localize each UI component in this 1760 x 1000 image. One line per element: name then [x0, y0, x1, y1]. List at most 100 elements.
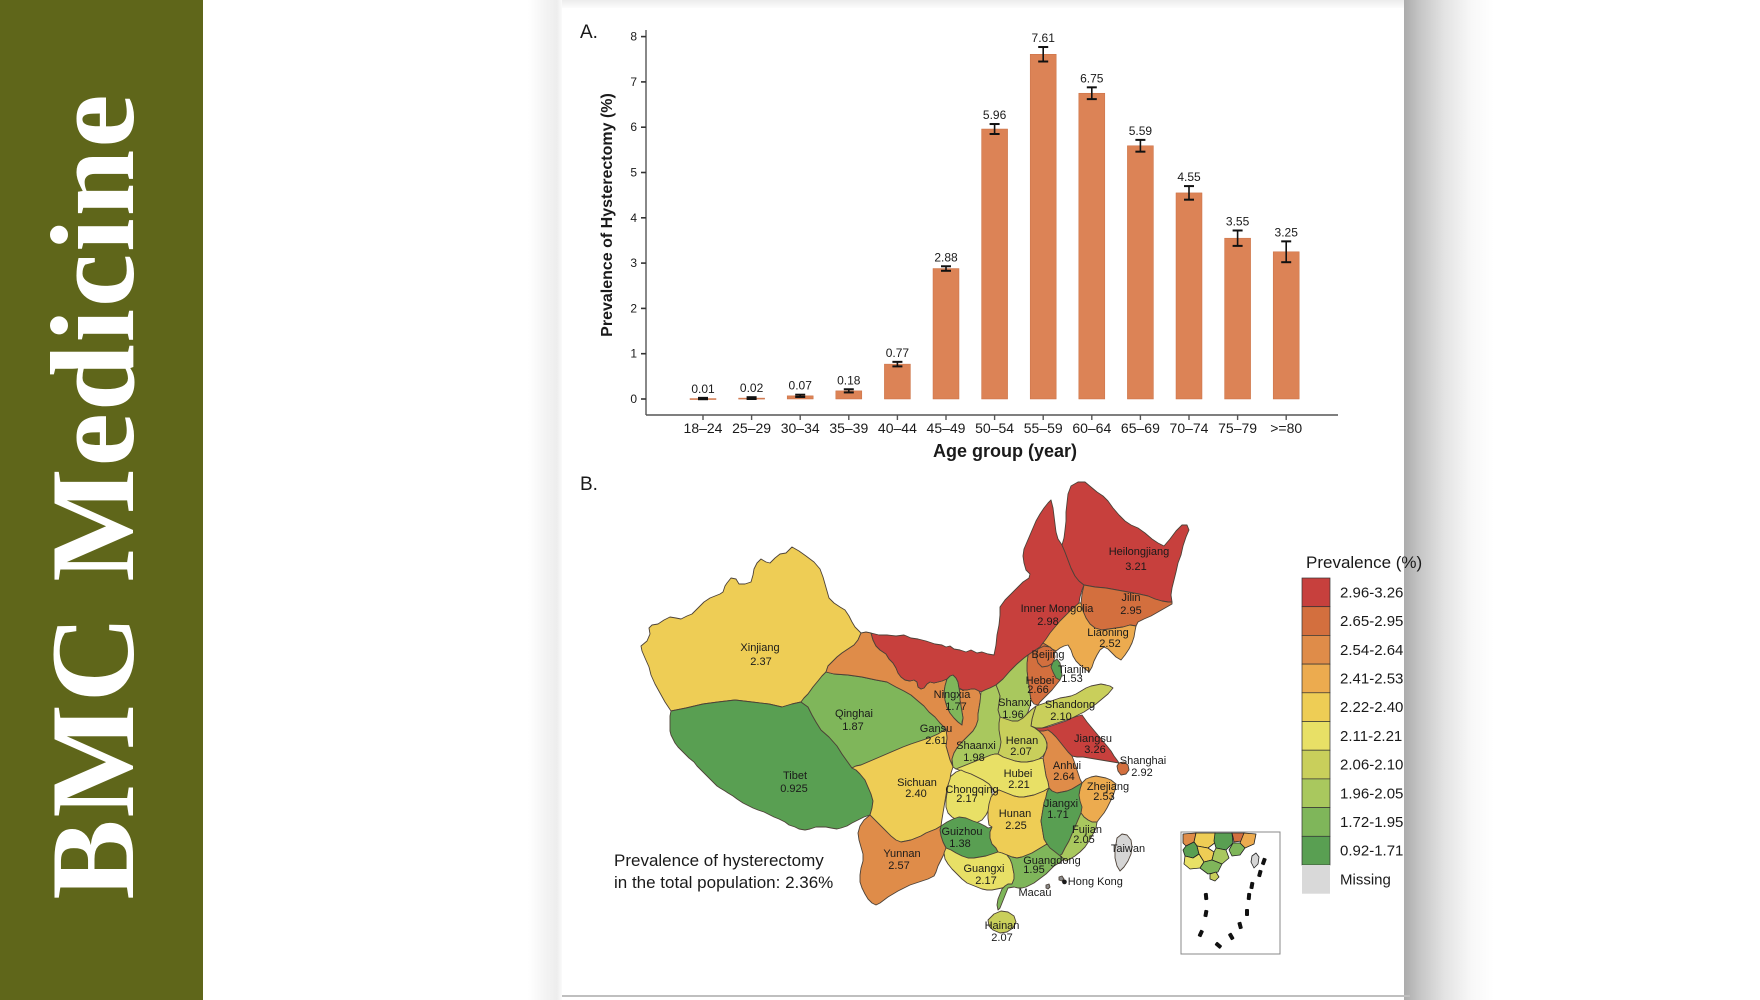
svg-text:1.38: 1.38 — [949, 838, 970, 850]
svg-text:Henan: Henan — [1006, 735, 1038, 747]
svg-text:3: 3 — [630, 256, 637, 270]
svg-text:2.10: 2.10 — [1050, 711, 1071, 723]
svg-text:Guangxi: Guangxi — [964, 863, 1005, 875]
svg-text:2.61: 2.61 — [925, 735, 946, 747]
svg-text:65–69: 65–69 — [1121, 420, 1160, 436]
svg-text:4: 4 — [630, 211, 637, 225]
svg-text:30–34: 30–34 — [781, 420, 820, 436]
svg-text:Tibet: Tibet — [783, 770, 807, 782]
svg-text:●Hong Kong: ●Hong Kong — [1061, 876, 1123, 888]
svg-text:2.07: 2.07 — [1010, 746, 1031, 758]
svg-text:0.07: 0.07 — [789, 379, 813, 393]
svg-text:5: 5 — [630, 166, 637, 180]
svg-text:Yunnan: Yunnan — [883, 848, 920, 860]
svg-text:Gansu: Gansu — [920, 723, 952, 735]
svg-text:1.96: 1.96 — [1002, 709, 1023, 721]
svg-text:2.41-2.53: 2.41-2.53 — [1340, 670, 1403, 687]
svg-text:3.25: 3.25 — [1275, 225, 1299, 239]
svg-text:1: 1 — [630, 347, 637, 361]
svg-text:Xinjiang: Xinjiang — [740, 642, 779, 654]
svg-text:2.11-2.21: 2.11-2.21 — [1340, 728, 1402, 745]
svg-text:7: 7 — [630, 75, 637, 89]
svg-text:5.59: 5.59 — [1129, 124, 1153, 138]
svg-text:3.55: 3.55 — [1226, 214, 1250, 228]
svg-text:2.95: 2.95 — [1120, 605, 1141, 617]
svg-text:0.01: 0.01 — [691, 382, 715, 396]
svg-text:0.92-1.71: 0.92-1.71 — [1340, 843, 1403, 860]
svg-text:1.95: 1.95 — [1023, 864, 1044, 876]
svg-text:70–74: 70–74 — [1170, 420, 1209, 436]
svg-text:2.22-2.40: 2.22-2.40 — [1340, 699, 1403, 716]
svg-text:0.02: 0.02 — [740, 381, 764, 395]
svg-text:45–49: 45–49 — [927, 420, 966, 436]
svg-text:Liaoning: Liaoning — [1087, 627, 1129, 639]
svg-text:2.06-2.10: 2.06-2.10 — [1340, 757, 1403, 774]
svg-text:Shaanxi: Shaanxi — [956, 740, 996, 752]
svg-text:2.66: 2.66 — [1027, 684, 1048, 696]
svg-text:in the total population: 2.36%: in the total population: 2.36% — [614, 873, 833, 892]
svg-text:Jiangsu: Jiangsu — [1074, 733, 1112, 745]
svg-text:Fujian: Fujian — [1072, 824, 1102, 836]
svg-text:6: 6 — [630, 120, 637, 134]
svg-text:2.88: 2.88 — [934, 250, 958, 264]
svg-text:Hebei: Hebei — [1026, 675, 1055, 687]
svg-text:Anhui: Anhui — [1053, 760, 1081, 772]
svg-text:Heilongjiang: Heilongjiang — [1109, 546, 1170, 558]
svg-text:Shandong: Shandong — [1045, 699, 1095, 711]
svg-text:4.55: 4.55 — [1177, 170, 1201, 184]
svg-text:3.21: 3.21 — [1125, 561, 1146, 573]
svg-text:Ningxia: Ningxia — [934, 689, 972, 701]
svg-text:B.: B. — [580, 474, 598, 495]
svg-text:>=80: >=80 — [1270, 420, 1302, 436]
svg-text:25–29: 25–29 — [732, 420, 771, 436]
svg-text:40–44: 40–44 — [878, 420, 917, 436]
svg-text:5.96: 5.96 — [983, 108, 1007, 122]
svg-text:Macau: Macau — [1018, 887, 1051, 899]
svg-text:Inner Mongolia: Inner Mongolia — [1021, 603, 1095, 615]
svg-text:Missing: Missing — [1340, 871, 1391, 888]
svg-text:55–59: 55–59 — [1024, 420, 1063, 436]
svg-text:Tianjin: Tianjin — [1058, 664, 1090, 676]
svg-text:Hunan: Hunan — [999, 808, 1031, 820]
svg-text:2.92: 2.92 — [1131, 767, 1152, 779]
svg-text:1.71: 1.71 — [1047, 809, 1068, 821]
svg-text:3.26: 3.26 — [1084, 744, 1105, 756]
svg-text:2.65-2.95: 2.65-2.95 — [1340, 613, 1403, 630]
svg-text:60–64: 60–64 — [1072, 420, 1111, 436]
svg-text:Prevalence of hysterectomy: Prevalence of hysterectomy — [614, 851, 824, 870]
svg-text:2.53: 2.53 — [1093, 791, 1114, 803]
svg-text:2.05: 2.05 — [1073, 834, 1094, 846]
svg-text:A.: A. — [580, 22, 598, 43]
svg-text:2.21: 2.21 — [1008, 779, 1029, 791]
svg-text:18–24: 18–24 — [684, 420, 723, 436]
svg-text:2.07: 2.07 — [991, 932, 1012, 944]
svg-text:Age group (year): Age group (year) — [933, 441, 1077, 461]
svg-text:Prevalence (%): Prevalence (%) — [1306, 553, 1422, 572]
svg-text:Zhejiang: Zhejiang — [1087, 781, 1129, 793]
svg-text:2.40: 2.40 — [905, 788, 926, 800]
svg-text:2.52: 2.52 — [1099, 638, 1120, 650]
svg-text:35–39: 35–39 — [829, 420, 868, 436]
svg-text:Qinghai: Qinghai — [835, 708, 873, 720]
svg-text:0: 0 — [630, 392, 637, 406]
svg-text:Shanxi: Shanxi — [998, 697, 1032, 709]
svg-text:2.54-2.64: 2.54-2.64 — [1340, 642, 1403, 659]
svg-text:Guizhou: Guizhou — [942, 826, 983, 838]
svg-text:1.77: 1.77 — [945, 701, 966, 713]
svg-text:2: 2 — [630, 301, 637, 315]
svg-text:2.64: 2.64 — [1053, 771, 1074, 783]
svg-text:1.53: 1.53 — [1061, 673, 1082, 685]
svg-text:50–54: 50–54 — [975, 420, 1014, 436]
svg-text:1.72-1.95: 1.72-1.95 — [1340, 814, 1403, 831]
svg-text:2.37: 2.37 — [750, 656, 771, 668]
svg-text:Hainan: Hainan — [985, 920, 1020, 932]
svg-text:Jiangxi: Jiangxi — [1044, 798, 1078, 810]
svg-text:Beijing: Beijing — [1031, 649, 1064, 661]
svg-text:1.87: 1.87 — [842, 721, 863, 733]
svg-text:2.57: 2.57 — [888, 860, 909, 872]
svg-text:1.96-2.05: 1.96-2.05 — [1340, 785, 1403, 802]
svg-text:0.77: 0.77 — [886, 346, 910, 360]
svg-text:Guangdong: Guangdong — [1023, 855, 1081, 867]
svg-text:6.75: 6.75 — [1080, 71, 1104, 85]
svg-text:Taiwan: Taiwan — [1111, 843, 1145, 855]
